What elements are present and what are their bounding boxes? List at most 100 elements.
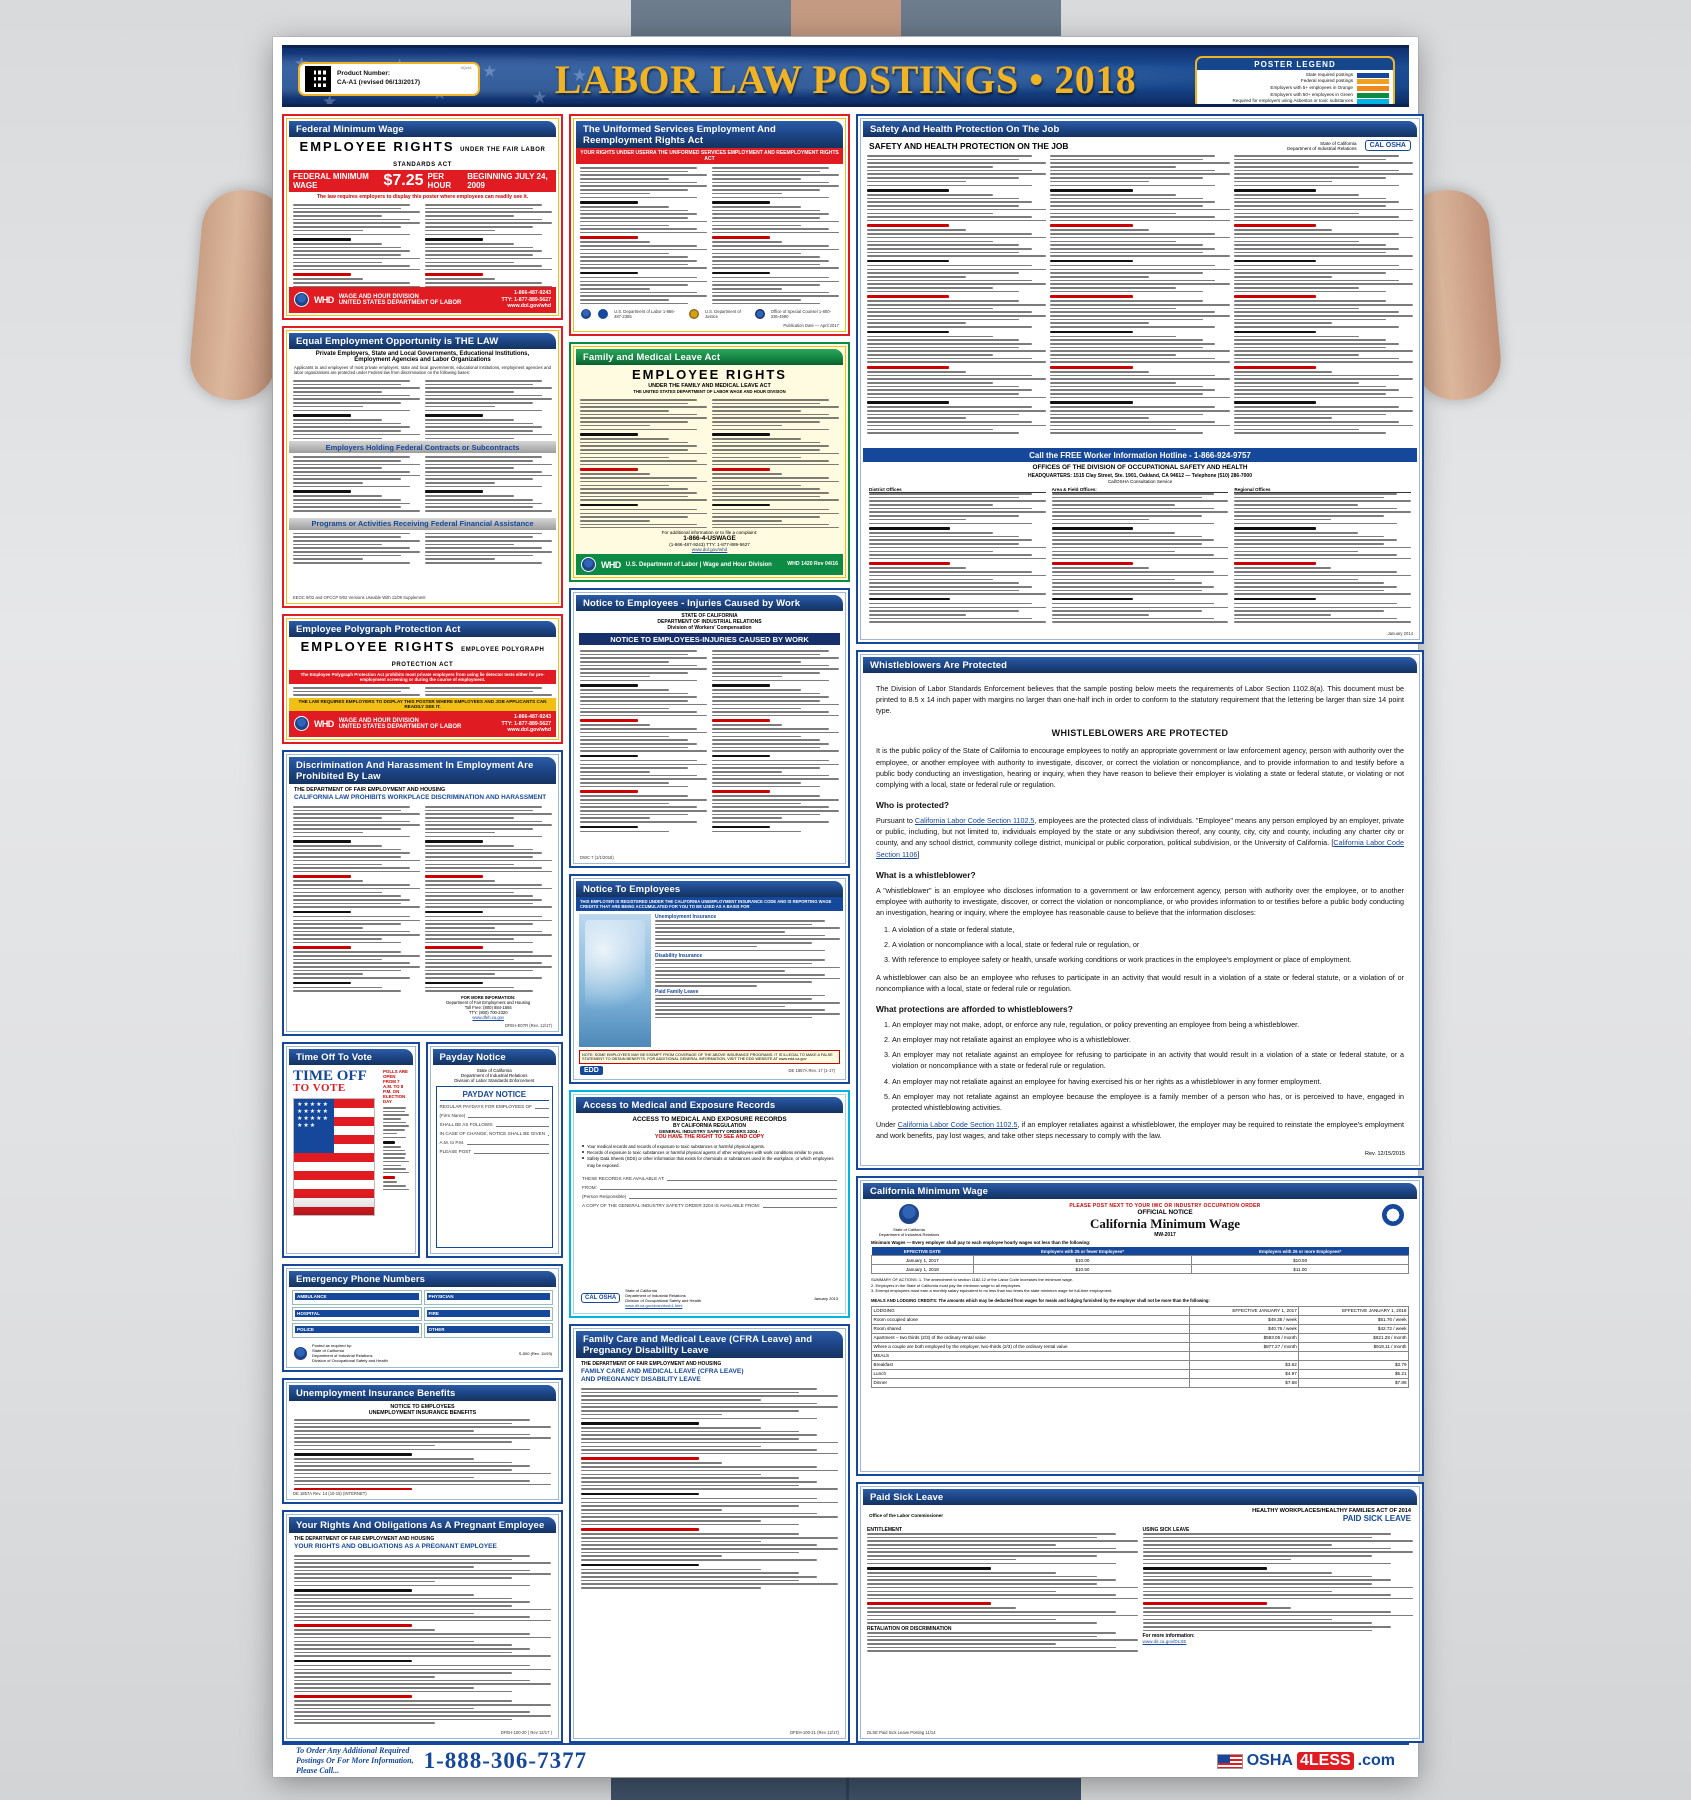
text-line bbox=[712, 185, 839, 188]
text-line bbox=[425, 951, 533, 953]
nte-section-2: Disability Insurance bbox=[655, 953, 703, 960]
footer-brand-logo[interactable]: OSHA 4LESS .com bbox=[1216, 1752, 1395, 1771]
access-record-field-input[interactable] bbox=[762, 1202, 837, 1208]
emergency-phone-cell[interactable]: HOSPITAL bbox=[292, 1306, 422, 1322]
access-record-field[interactable]: THESE RECORDS ARE AVAILABLE AT: bbox=[582, 1175, 837, 1181]
text-line bbox=[294, 1555, 531, 1557]
fmla-web[interactable]: www.dol.gov/whd bbox=[691, 547, 728, 552]
text-line bbox=[1050, 354, 1176, 356]
access-record-field[interactable]: A COPY OF THE GENERAL INDUSTRY SAFETY OR… bbox=[582, 1202, 837, 1208]
payday-field[interactable]: SHALL BE AS FOLLOWS: bbox=[440, 1121, 549, 1127]
text-line bbox=[867, 421, 1032, 423]
cmw-table-header-row: EFFECTIVE DATE Employers with 25 or fewer… bbox=[871, 1247, 1409, 1256]
payday-field-input[interactable] bbox=[534, 1103, 549, 1109]
text-line bbox=[1050, 428, 1176, 431]
text-line bbox=[1050, 268, 1230, 271]
fmw-wage-strip: FEDERAL MINIMUM WAGE $7.25 PER HOUR BEGI… bbox=[289, 170, 556, 192]
text-line bbox=[580, 263, 688, 266]
wb-a3-link[interactable]: California Labor Code Section 1102.5 bbox=[897, 1120, 1018, 1130]
emergency-phone-cell[interactable]: PHYSICIAN bbox=[423, 1290, 553, 1305]
text-line bbox=[655, 977, 840, 980]
text-line bbox=[1233, 283, 1413, 285]
text-line bbox=[1234, 518, 1332, 521]
text-line bbox=[867, 428, 993, 431]
text-line bbox=[294, 1605, 513, 1607]
text-line bbox=[425, 422, 533, 425]
text-line bbox=[1233, 255, 1413, 257]
emergency-phone-cell[interactable]: AMBULANCE bbox=[292, 1290, 422, 1305]
access-record-field-input[interactable] bbox=[599, 1184, 837, 1190]
payday-field[interactable]: (Firm Name) bbox=[440, 1112, 549, 1118]
labor-law-poster: ★★ ★★ ★★ ★★ LABOR LAW POSTINGS • 2018 Pr… bbox=[273, 37, 1424, 1778]
access-record-field-input[interactable] bbox=[667, 1175, 837, 1181]
payday-field[interactable]: IN CASE OF CHANGE, NOTICE SHALL BE GIVEN bbox=[440, 1130, 549, 1136]
panel-title-emergency-phone: Emergency Phone Numbers bbox=[289, 1271, 556, 1287]
text-line bbox=[294, 1679, 531, 1682]
text-line bbox=[712, 196, 829, 199]
emergency-phone-cell[interactable]: POLICE bbox=[292, 1323, 422, 1338]
text-line bbox=[425, 809, 533, 812]
dfeh-web[interactable]: www.dfeh.ca.gov bbox=[472, 1015, 505, 1020]
text-line bbox=[1234, 554, 1397, 556]
text-line bbox=[425, 990, 533, 992]
text-line bbox=[383, 1171, 409, 1174]
amr-web[interactable]: www.dir.ca.gov/dosh/dosh1.html bbox=[625, 1303, 683, 1308]
text-line bbox=[294, 1458, 474, 1460]
access-record-field[interactable]: (Person Responsible) bbox=[582, 1193, 837, 1199]
sh-area-lines bbox=[1051, 493, 1229, 623]
text-line bbox=[580, 810, 707, 812]
emergency-phone-grid[interactable]: AMBULANCE PHYSICIAN HOSPITAL FIRE POLICE OTHE… bbox=[289, 1287, 556, 1341]
footer-order-text: To Order Any Additional Required Posting… bbox=[296, 1746, 414, 1776]
text-line bbox=[867, 194, 993, 196]
text-line bbox=[580, 477, 697, 479]
wb-a1-link-1[interactable]: California Labor Code Section 1102.5 bbox=[914, 816, 1035, 826]
panel-safety-health: Safety And Health Protection On The Job … bbox=[856, 114, 1424, 644]
inj-state: STATE OF CALIFORNIA bbox=[681, 613, 738, 619]
payday-field-input[interactable] bbox=[496, 1121, 549, 1127]
eeo-band-federal-assistance: Programs or Activities Receiving Federal… bbox=[289, 517, 556, 530]
text-line bbox=[293, 852, 410, 855]
text-line bbox=[425, 880, 495, 883]
text-line bbox=[294, 1707, 474, 1710]
access-record-field[interactable]: FROM: bbox=[582, 1184, 837, 1190]
text-line bbox=[1050, 184, 1216, 187]
access-record-field-input[interactable] bbox=[629, 1193, 837, 1199]
text-line bbox=[1051, 518, 1149, 521]
payday-field[interactable]: A.M. to P.M. bbox=[440, 1139, 549, 1145]
text-line bbox=[580, 267, 707, 269]
emergency-phone-cell[interactable]: OTHER bbox=[423, 1323, 553, 1338]
payday-field-input[interactable] bbox=[548, 1130, 549, 1136]
text-line bbox=[867, 155, 1032, 157]
psl-retaliation-heading: RETALIATION OR DISCRIMINATION bbox=[867, 1625, 952, 1632]
text-line bbox=[580, 410, 669, 412]
text-line bbox=[580, 421, 688, 423]
text-line bbox=[867, 1547, 1116, 1550]
text-line bbox=[869, 507, 1032, 510]
text-line bbox=[581, 1576, 818, 1578]
payday-field[interactable]: PLEASE POST bbox=[440, 1148, 549, 1154]
fmla-helpline-block: For additional information or to file a … bbox=[576, 528, 843, 554]
emergency-phone-cell[interactable]: FIRE bbox=[423, 1306, 553, 1322]
text-line bbox=[293, 986, 382, 989]
text-line bbox=[425, 215, 514, 217]
footer-phone[interactable]: 1-888-306-7377 bbox=[423, 1748, 588, 1774]
payday-field-input[interactable] bbox=[474, 1148, 549, 1154]
payday-field-input[interactable] bbox=[468, 1112, 549, 1118]
text-line bbox=[580, 653, 688, 656]
psl-web[interactable]: www.dir.ca.gov/DLSE bbox=[1142, 1639, 1187, 1645]
text-line bbox=[425, 870, 552, 873]
dol-seal-icon-3 bbox=[580, 308, 592, 320]
text-line bbox=[712, 491, 829, 494]
text-line bbox=[293, 502, 410, 505]
text-line bbox=[1234, 493, 1397, 495]
text-line bbox=[1051, 606, 1229, 609]
text-line bbox=[1050, 343, 1216, 345]
payday-field[interactable]: REGULAR PAYDAYS FOR EMPLOYEES OF bbox=[440, 1103, 549, 1109]
text-line bbox=[425, 380, 542, 382]
wb-a1-link-2[interactable]: California Labor Code Section 1106 bbox=[876, 838, 1404, 859]
text-line bbox=[294, 1577, 513, 1579]
text-line bbox=[869, 550, 993, 553]
cmw-meal-cell bbox=[1188, 1350, 1300, 1361]
payday-field-input[interactable] bbox=[467, 1139, 549, 1145]
text-line bbox=[293, 915, 410, 918]
